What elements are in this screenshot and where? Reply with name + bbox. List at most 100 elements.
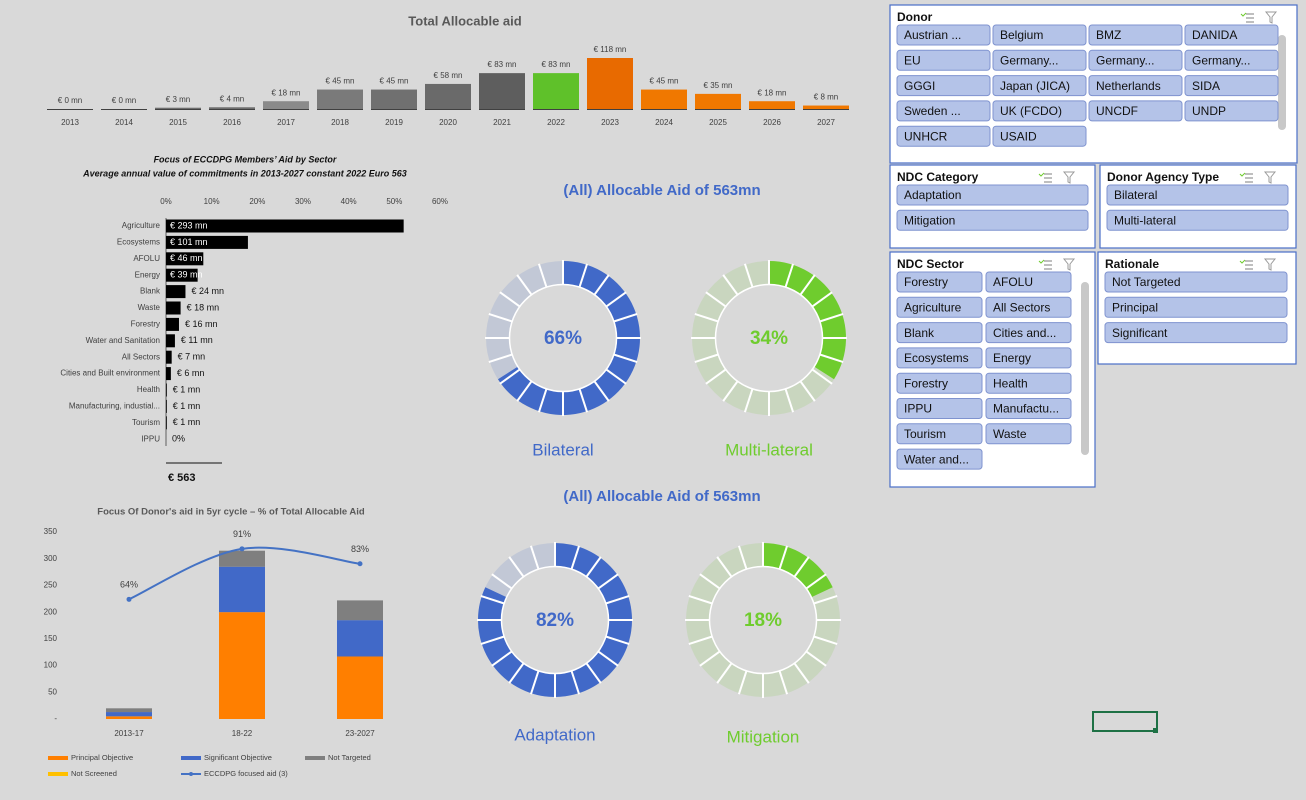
y-tick-label: 200 [44,607,58,616]
clear-filter-icon[interactable] [1264,11,1278,24]
donut-separator [578,263,589,288]
slicer-item-label[interactable]: DANIDA [1192,28,1237,42]
data-label: € 39 mn [170,270,203,280]
slicer-item-label[interactable]: Netherlands [1096,79,1161,93]
slicer-item[interactable] [985,347,1072,369]
slicer-item-label[interactable]: Health [993,376,1028,390]
slicer-item[interactable] [1184,49,1279,71]
slicer-item[interactable] [1184,100,1279,122]
donut-category-label: Bilateral [532,440,593,459]
slicer-item-label[interactable]: UNDP [1192,104,1226,118]
slicer-item-label[interactable]: Germany... [1096,53,1154,67]
slicer-item-label[interactable]: Forestry [904,275,948,289]
clear-filter-icon[interactable] [1263,258,1277,271]
slicer-item-label[interactable]: All Sectors [993,300,1050,314]
slicer-item-label[interactable]: SIDA [1192,79,1220,93]
slicer-item[interactable] [985,372,1072,394]
slicer-item-label[interactable]: GGGI [904,79,935,93]
slicer-item[interactable] [896,296,983,318]
slicer-item-label[interactable]: Bilateral [1114,188,1157,202]
slicer-item-label[interactable]: Adaptation [904,188,961,202]
slicer-item[interactable] [992,125,1087,147]
slicer-item-label[interactable]: Multi-lateral [1114,213,1176,227]
slicer-item-label[interactable]: Mitigation [904,213,955,227]
slicer-item[interactable] [896,347,983,369]
slicer-item[interactable] [896,49,991,71]
multi-select-icon-check[interactable] [1239,172,1246,177]
slicer-item-label[interactable]: IPPU [904,402,932,416]
slicer-item-label[interactable]: Ecosystems [904,351,969,365]
slicer-item-label[interactable]: Blank [904,326,935,340]
slicer-item-label[interactable]: Principal [1112,300,1158,314]
slicer-item[interactable] [1106,209,1289,231]
slicer-item[interactable] [992,24,1087,46]
multi-select-icon-check[interactable] [1038,259,1045,264]
slicer-item[interactable] [896,184,1089,206]
clear-filter-icon[interactable] [1263,171,1277,184]
slicer-item-label[interactable]: Energy [993,351,1031,365]
slicer-item-label[interactable]: Germany... [1000,53,1058,67]
slicer-item-label[interactable]: EU [904,53,921,67]
selected-cell[interactable] [1092,711,1158,732]
slicer-item[interactable] [1088,100,1183,122]
slicer-item[interactable] [896,24,991,46]
slicer-item[interactable] [1104,271,1288,293]
slicer-item-label[interactable]: Waste [993,427,1027,441]
multi-select-icon-check[interactable] [1038,172,1045,177]
slicer-item-label[interactable]: Significant [1112,326,1168,340]
slicer-item[interactable] [992,100,1087,122]
slicer-item-label[interactable]: BMZ [1096,28,1121,42]
slicer-item-label[interactable]: AFOLU [993,275,1033,289]
slicer-item[interactable] [896,271,983,293]
slicer-item[interactable] [896,100,991,122]
slicer-item[interactable] [985,296,1072,318]
slicer-item-label[interactable]: Sweden ... [904,104,961,118]
slicer-item-label[interactable]: UK (FCDO) [1000,104,1062,118]
bar [166,301,181,315]
slicer-item[interactable] [992,75,1087,97]
slicer-item-label[interactable]: Tourism [904,427,946,441]
slicer-item-label[interactable]: Japan (JICA) [1000,79,1070,93]
y-tick-label: IPPU [141,434,160,443]
slicer-item-label[interactable]: Manufactu... [993,402,1059,416]
slicer-item[interactable] [896,372,983,394]
slicer-item[interactable] [896,125,991,147]
slicer-item[interactable] [896,448,983,470]
slicer-item-label[interactable]: Forestry [904,376,948,390]
slicer-item[interactable] [1104,322,1288,344]
slicer-item[interactable] [1088,75,1183,97]
slicer-item-label[interactable]: Austrian ... [904,28,961,42]
slicer-item-label[interactable]: Not Targeted [1112,275,1181,289]
slicer-item-label[interactable]: Water and... [904,452,969,466]
slicer-item-label[interactable]: Belgium [1000,28,1043,42]
slicer-item[interactable] [985,423,1072,445]
multi-select-icon-check[interactable] [1239,259,1246,264]
slicer-item[interactable] [1184,75,1279,97]
slicer-item[interactable] [985,398,1072,419]
slicer-item-label[interactable]: Germany... [1192,53,1250,67]
slicer-item[interactable] [1088,49,1183,71]
slicer-item[interactable] [992,49,1087,71]
slicer-item[interactable] [896,75,991,97]
slicer-item-label[interactable]: USAID [1000,129,1037,143]
slicer-item-label[interactable]: UNHCR [904,129,948,143]
slicer-item[interactable] [985,322,1072,344]
clear-filter-icon[interactable] [1062,171,1076,184]
slicer-item-label[interactable]: Agriculture [904,300,962,314]
slicer-item[interactable] [1106,184,1289,206]
slicer-item[interactable] [896,322,983,344]
slicer-item[interactable] [896,398,983,419]
slicer-item[interactable] [985,271,1072,293]
clear-filter-icon[interactable] [1062,258,1076,271]
slicer-item[interactable] [896,209,1089,231]
slicer-item-label[interactable]: Cities and... [993,326,1056,340]
slicer-item-label[interactable]: UNCDF [1096,104,1138,118]
slicer-item[interactable] [1088,24,1183,46]
bar [371,89,417,109]
slicer-item[interactable] [1184,24,1279,46]
slicer-item[interactable] [1104,296,1288,318]
donut-separator [705,291,727,308]
slicer-item[interactable] [896,423,983,445]
multi-select-icon-check[interactable] [1240,12,1247,17]
donut-separator [743,263,754,288]
